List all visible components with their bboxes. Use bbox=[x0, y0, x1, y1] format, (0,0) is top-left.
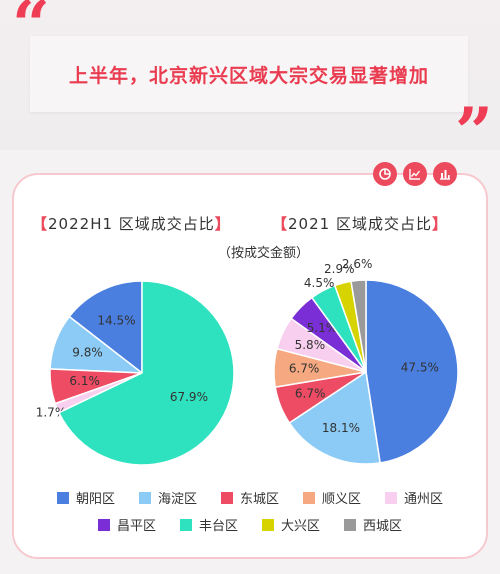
pie-slice-西城区[interactable] bbox=[350, 279, 367, 373]
data-label: 4.5% bbox=[304, 276, 335, 290]
legend-label: 海淀区 bbox=[157, 492, 197, 507]
line-chart-icon[interactable] bbox=[403, 162, 427, 186]
left-chart-title: 【2022H1 区域成交占比】 bbox=[32, 213, 231, 234]
legend-swatch bbox=[56, 491, 69, 504]
data-label: 14.5% bbox=[97, 313, 135, 327]
pie-2022h1: 14.5% 9.8% 6.1% 1.7% 67.9% bbox=[36, 280, 235, 466]
data-label: 9.8% bbox=[72, 346, 103, 360]
data-label: 47.5% bbox=[401, 360, 439, 374]
headline-box: 上半年，北京新兴区域大宗交易显著增加 bbox=[30, 36, 468, 112]
data-label: 67.9% bbox=[170, 390, 208, 404]
pie-slice-丰台区[interactable] bbox=[58, 280, 235, 466]
pie-slice-海淀区[interactable] bbox=[288, 370, 381, 465]
legend-item: 丰台区 bbox=[179, 515, 238, 534]
legend-swatch bbox=[220, 491, 233, 504]
chart-toolbar bbox=[373, 162, 457, 186]
legend-swatch bbox=[385, 491, 398, 504]
data-label: 1.7% bbox=[36, 406, 67, 420]
legend-label: 东城区 bbox=[239, 492, 279, 507]
pie-slice-朝阳区[interactable] bbox=[68, 280, 143, 375]
right-chart-title-text: 2021 区域成交占比 bbox=[288, 215, 432, 233]
legend-item: 通州区 bbox=[385, 488, 443, 507]
bar-chart-icon[interactable] bbox=[433, 162, 457, 186]
title-bracket-close: 】 bbox=[431, 215, 448, 233]
title-bracket-open: 【 bbox=[272, 215, 289, 233]
legend-label: 西城区 bbox=[363, 519, 403, 534]
legend-item: 西城区 bbox=[344, 515, 402, 534]
data-label: 5.1% bbox=[307, 321, 338, 335]
legend-label: 通州区 bbox=[404, 492, 444, 507]
legend-swatch bbox=[303, 491, 315, 504]
left-chart-title-text: 2022H1 区域成交占比 bbox=[48, 215, 215, 233]
title-bracket-open: 【 bbox=[32, 215, 49, 233]
legend-label: 昌平区 bbox=[116, 519, 156, 534]
legend-swatch bbox=[97, 518, 110, 531]
legend-label: 顺义区 bbox=[322, 492, 362, 507]
legend-item: 昌平区 bbox=[97, 515, 156, 534]
close-quote-mark: ” bbox=[455, 93, 493, 171]
legend-row-1: 朝阳区 海淀区 东城区 顺义区 通州区 bbox=[0, 488, 500, 507]
legend-item: 大兴区 bbox=[262, 515, 320, 534]
page-title: 上半年，北京新兴区域大宗交易显著增加 bbox=[68, 64, 429, 87]
legend-item: 海淀区 bbox=[138, 488, 197, 507]
data-label: 6.7% bbox=[295, 387, 326, 401]
title-bracket-close: 】 bbox=[214, 215, 231, 233]
legend-swatch bbox=[179, 518, 192, 531]
legend-label: 大兴区 bbox=[281, 519, 321, 534]
data-label: 2.6% bbox=[342, 257, 373, 271]
legend-label: 朝阳区 bbox=[75, 492, 115, 507]
data-label: 6.7% bbox=[289, 362, 320, 376]
legend-item: 东城区 bbox=[220, 488, 279, 507]
data-label: 18.1% bbox=[322, 421, 360, 435]
pie-chart-icon[interactable] bbox=[373, 162, 397, 186]
data-label: 2.9% bbox=[324, 262, 355, 276]
pie-slice-朝阳区[interactable] bbox=[365, 279, 459, 464]
left-chart-subtitle: （按成交金额） bbox=[218, 246, 310, 261]
legend-label: 丰台区 bbox=[198, 519, 238, 534]
legend-swatch bbox=[262, 518, 274, 531]
legend-swatch bbox=[138, 491, 151, 504]
legend-item: 顺义区 bbox=[303, 488, 361, 507]
pie-2021: 47.5% 18.1% 6.7% 6.7% 5.8% 5.1% 4.5%2.9%2.6% bbox=[273, 257, 459, 465]
legend-item: 朝阳区 bbox=[56, 488, 115, 507]
legend-swatch bbox=[344, 518, 357, 531]
data-label: 5.8% bbox=[295, 338, 326, 352]
data-label: 6.1% bbox=[69, 374, 100, 388]
right-chart-title: 【2021 区域成交占比】 bbox=[272, 213, 448, 234]
legend-row-2: 昌平区 丰台区 大兴区 西城区 bbox=[0, 515, 500, 534]
